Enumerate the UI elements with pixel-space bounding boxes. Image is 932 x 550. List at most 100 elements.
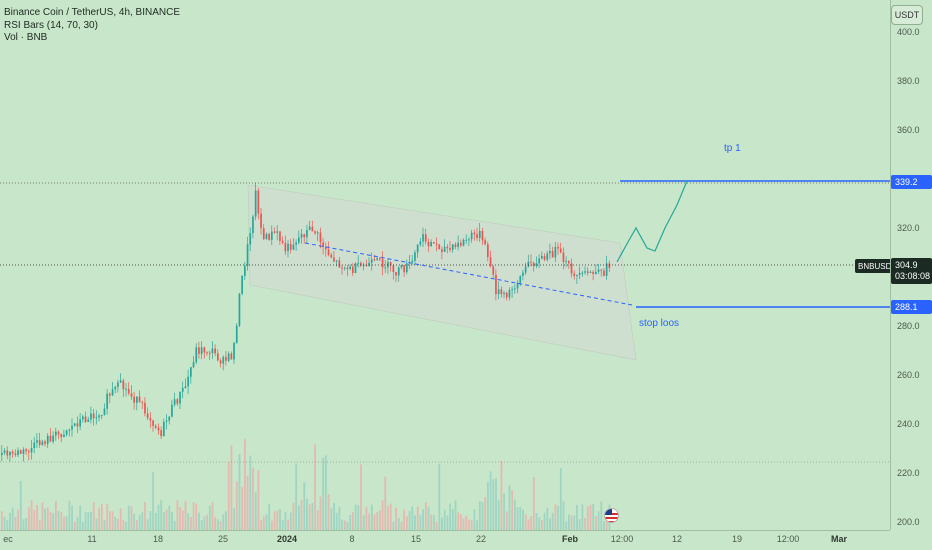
candle-body <box>414 252 416 261</box>
candle-body <box>233 342 235 360</box>
currency-button[interactable]: USDT <box>891 5 923 25</box>
volume-bar <box>173 520 176 530</box>
volume-bar <box>481 502 484 530</box>
time-axis[interactable]: ec 11 18 25 2024 8 15 22 Feb 12:00 12 19 12:00 Mar <box>0 530 890 550</box>
us-flag-icon[interactable] <box>604 508 619 523</box>
volume-bar <box>581 504 584 530</box>
candle-body <box>190 367 192 377</box>
candle-body <box>605 263 608 276</box>
volume-bar <box>435 522 438 530</box>
candle-body <box>600 269 603 271</box>
volume-bar <box>433 515 435 530</box>
volume-bar <box>327 494 330 530</box>
volume-bar <box>343 520 346 530</box>
candle-body <box>168 416 171 421</box>
candle-body <box>192 362 195 368</box>
volume-bar <box>11 507 14 530</box>
volume-bar <box>6 520 9 530</box>
candle-body <box>36 440 38 443</box>
time-tick: 11 <box>87 534 97 544</box>
volume-bar <box>233 508 235 530</box>
candle-body <box>603 270 605 276</box>
volume-bar <box>605 518 608 530</box>
volume-bar <box>438 463 441 530</box>
volume-bar <box>395 507 397 530</box>
candle-body <box>586 271 589 273</box>
volume-bar <box>319 496 322 530</box>
candle-body <box>530 261 532 263</box>
candle-body <box>284 242 287 252</box>
candle-body <box>6 450 9 456</box>
candle-body <box>354 263 357 273</box>
candle-body <box>92 413 95 419</box>
candle-body <box>57 431 60 435</box>
chart-pane[interactable]: Binance Coin / TetherUS, 4h, BINANCE RSI… <box>0 0 890 530</box>
candle-body <box>325 246 327 250</box>
volume-bar <box>222 514 225 530</box>
volume-bar <box>365 506 368 530</box>
candle-body <box>303 234 306 238</box>
volume-bar <box>100 503 103 530</box>
volume-bar <box>122 519 125 530</box>
volume-bar <box>157 504 160 530</box>
volume-bar <box>276 510 279 530</box>
price-chart[interactable] <box>0 0 890 530</box>
candle-body <box>451 244 454 250</box>
volume-bar <box>422 509 424 530</box>
volume-bar <box>341 519 343 530</box>
volume-bar <box>381 500 384 530</box>
candle-body <box>357 262 360 264</box>
candle-body <box>478 231 481 238</box>
candle-body <box>595 272 597 275</box>
candle-body <box>470 232 473 240</box>
candle-body <box>314 231 316 234</box>
volume-bar <box>311 502 314 530</box>
candle-body <box>187 376 189 387</box>
candle-body <box>179 391 181 404</box>
candle-body <box>487 244 489 258</box>
volume-bar <box>500 461 503 530</box>
volume-bar <box>314 444 316 530</box>
candle-body <box>30 448 33 453</box>
candle-body <box>514 288 516 290</box>
candle-body <box>460 242 462 246</box>
candle-body <box>370 259 373 263</box>
volume-bar <box>570 515 573 530</box>
candle-body <box>576 274 578 276</box>
candle-body <box>400 265 403 268</box>
candle-body <box>203 347 206 353</box>
volume-bar <box>541 520 543 530</box>
candle-body <box>33 442 36 448</box>
tp-price-label: 339.2 <box>891 175 932 189</box>
candle-body <box>578 272 581 275</box>
price-tick: 380.0 <box>897 76 920 86</box>
volume-bar <box>9 513 11 530</box>
candle-body <box>360 262 362 266</box>
candle-body <box>273 231 276 233</box>
candle-body <box>435 243 438 245</box>
candle-body <box>222 356 225 364</box>
candle-body <box>462 239 465 246</box>
candle-body <box>349 266 351 269</box>
candle-body <box>468 239 470 241</box>
volume-bar <box>451 508 454 530</box>
volume-bar <box>460 514 462 530</box>
time-tick: Mar <box>830 534 848 544</box>
volume-bar <box>300 499 303 530</box>
volume-bar <box>235 481 238 530</box>
candle-body <box>87 419 90 422</box>
candle-body <box>562 252 565 262</box>
candle-body <box>411 260 414 263</box>
candle-body <box>522 272 524 276</box>
volume-bar <box>117 519 119 530</box>
candle-body <box>55 431 57 436</box>
candle-body <box>276 231 279 233</box>
candle-body <box>519 276 522 283</box>
candle-body <box>268 233 270 240</box>
volume-bar <box>546 507 549 530</box>
candle-body <box>495 274 497 295</box>
candle-body <box>433 242 435 244</box>
volume-bar <box>600 501 603 530</box>
volume-bar <box>84 512 87 530</box>
candle-body <box>481 231 484 241</box>
